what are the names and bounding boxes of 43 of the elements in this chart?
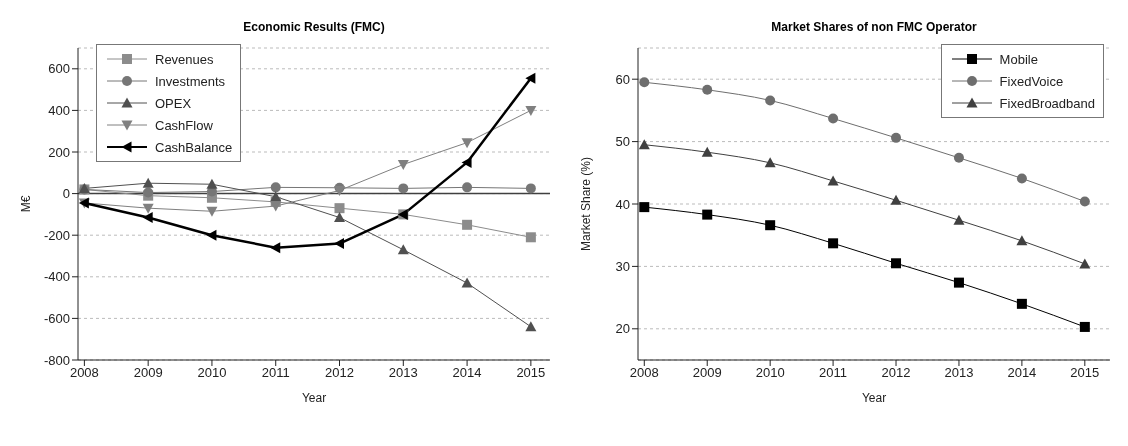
x-tick-label: 2015: [516, 365, 546, 381]
x-tick-label: 2009: [133, 365, 163, 381]
legend-label: CashFlow: [155, 117, 213, 133]
legend-label: FixedBroadband: [999, 95, 1095, 111]
y-tick-label: 0: [62, 186, 70, 202]
x-tick-label: 2010: [755, 365, 785, 381]
legend-label: FixedVoice: [999, 73, 1064, 89]
y-tick-label: 20: [615, 321, 630, 337]
x-axis-title: Year: [301, 391, 327, 405]
x-tick-label: 2008: [69, 365, 99, 381]
y-tick-label: 30: [615, 259, 630, 275]
y-tick-label: 400: [48, 103, 70, 119]
y-tick-label: -600: [43, 311, 70, 327]
x-tick-label: 2015: [1070, 365, 1100, 381]
x-tick-label: 2014: [1007, 365, 1037, 381]
y-tick-label: 600: [48, 61, 70, 77]
legend-label: OPEX: [155, 95, 192, 111]
y-tick-label: -800: [43, 352, 70, 368]
y-tick-label: 50: [615, 134, 630, 150]
chart-title: Economic Results (FMC): [242, 20, 386, 34]
x-tick-label: 2013: [388, 365, 418, 381]
x-axis-title: Year: [861, 391, 887, 405]
x-tick-label: 2011: [819, 365, 848, 381]
x-tick-label: 2013: [944, 365, 974, 381]
y-axis-title: M€: [19, 195, 34, 213]
x-tick-label: 2012: [881, 365, 911, 381]
legend-label: CashBalance: [155, 139, 233, 155]
x-tick-label: 2010: [197, 365, 227, 381]
y-tick-label: 40: [615, 196, 630, 212]
y-axis-title: Market Share (%): [579, 156, 594, 252]
legend-label: Mobile: [999, 51, 1038, 67]
x-tick-label: 2012: [325, 365, 354, 381]
x-tick-label: 2011: [261, 365, 290, 381]
legend-label: Investments: [155, 73, 226, 89]
y-tick-label: -200: [43, 227, 70, 243]
chart-title: Market Shares of non FMC Operator: [770, 20, 978, 34]
y-tick-label: 60: [615, 71, 630, 87]
x-tick-label: 2009: [692, 365, 722, 381]
x-tick-label: 2008: [629, 365, 659, 381]
legend-label: Revenues: [155, 51, 214, 67]
y-tick-label: -400: [43, 269, 70, 285]
y-tick-label: 200: [48, 144, 70, 160]
x-tick-label: 2014: [452, 365, 482, 381]
